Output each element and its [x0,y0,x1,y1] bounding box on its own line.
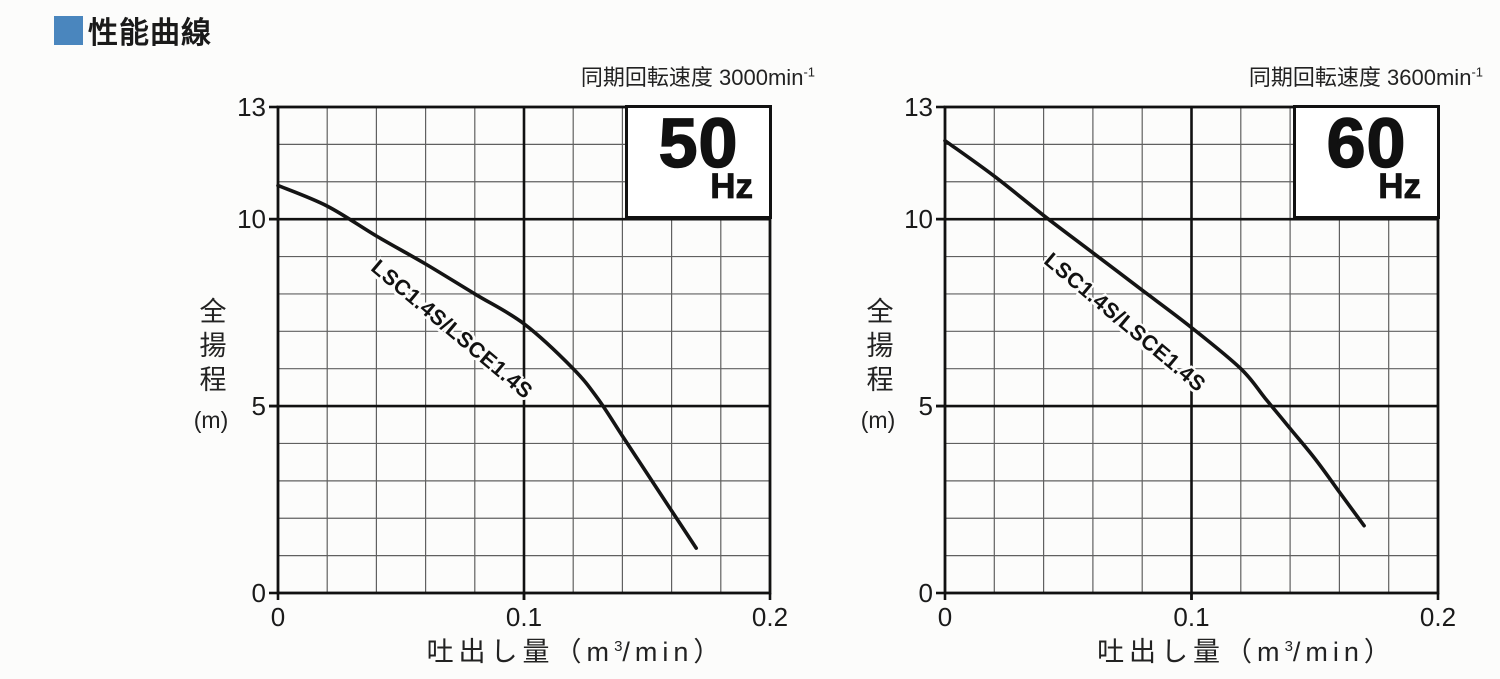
y-tick-label: 10 [904,204,933,235]
y-axis-unit: (m) [193,407,229,433]
page-title-block: 性能曲線 [54,8,212,52]
page-title: 性能曲線 [88,17,212,50]
x-axis-title-text: 吐出し量（m [426,637,615,667]
x-axis-title-text: /min） [622,637,726,667]
y-axis-title-60hz: 全揚程 (m) [850,297,906,434]
y-axis-title-text: 全揚程 [195,297,226,399]
plot-area-50hz: 50 Hz LSC1.4S/LSCE1.4S 0 5 10 13 0 0.1 0.2 [237,92,788,632]
pump-performance-curve [943,138,1366,528]
frequency-unit: Hz [1378,166,1422,206]
subtitle-text: 同期回転速度 3600min [1248,65,1472,90]
frequency-badge-50hz: 50 Hz [625,105,772,219]
x-axis-title-text: 吐出し量（m [1097,637,1285,667]
subtitle-superscript: -1 [803,64,815,80]
y-axis-title-text: 全揚程 [862,297,893,399]
y-tick-label: 0 [918,578,933,608]
x-axis-superscript: 3 [614,638,623,655]
x-tick-label: 0.2 [1419,602,1457,632]
y-tick-label: 13 [904,92,933,122]
section-marker-icon [54,15,83,45]
x-axis-superscript: 3 [1284,638,1293,655]
x-axis-title-text: /min） [1292,637,1396,667]
x-axis-title-50hz: 吐出し量（m3/min） [330,630,822,669]
frequency-value: 60 [1326,104,1407,182]
pump-performance-curve [276,183,698,550]
x-axis-title-60hz: 吐出し量（m3/min） [1000,630,1493,669]
plot-grid-and-curve [269,105,772,600]
x-tick-label: 0 [270,602,286,632]
y-axis-unit: (m) [860,407,896,433]
x-tick-label: 0.1 [505,602,543,632]
x-tick-label: 0.1 [1173,602,1210,632]
y-axis-title-50hz: 全揚程 (m) [183,297,239,434]
frequency-unit: Hz [710,166,754,206]
frequency-value: 50 [658,104,739,182]
chart-subtitle-50hz: 同期回転速度 3000min-1 [278,60,815,92]
y-tick-label: 5 [918,391,933,422]
chart-subtitle-60hz: 同期回転速度 3600min-1 [945,60,1483,92]
y-tick-label: 13 [237,92,266,122]
frequency-badge-60hz: 60 Hz [1293,105,1440,219]
y-tick-label: 0 [251,578,266,608]
subtitle-superscript: -1 [1471,64,1483,80]
y-tick-label: 10 [237,204,266,235]
x-tick-label: 0 [937,602,953,632]
x-tick-label: 0.2 [751,602,789,632]
plot-area-60hz: 60 Hz LSC1.4S/LSCE1.4S 0 5 10 13 0 0.1 0.2 [904,92,1456,632]
y-tick-label: 5 [251,391,266,422]
subtitle-text: 同期回転速度 3000min [580,65,804,90]
